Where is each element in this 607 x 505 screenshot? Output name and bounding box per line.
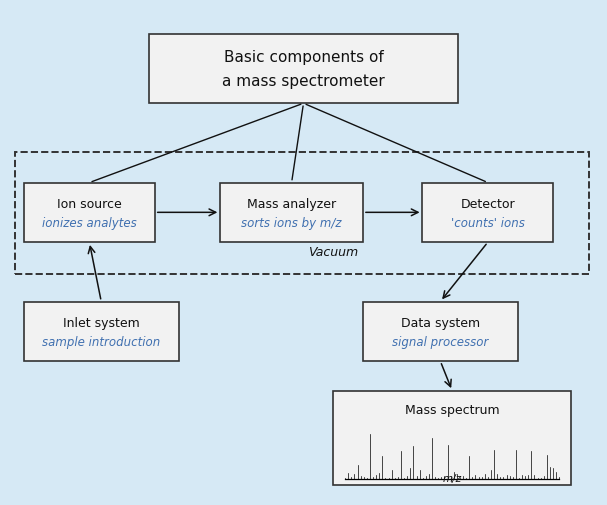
FancyBboxPatch shape	[24, 302, 178, 362]
FancyBboxPatch shape	[363, 302, 518, 362]
Text: Mass analyzer: Mass analyzer	[247, 197, 336, 211]
Text: Mass spectrum: Mass spectrum	[405, 403, 500, 417]
FancyBboxPatch shape	[24, 183, 155, 242]
Text: Data system: Data system	[401, 316, 480, 329]
Text: Basic components of: Basic components of	[223, 49, 384, 65]
Text: ionizes analytes: ionizes analytes	[42, 216, 137, 229]
FancyBboxPatch shape	[149, 35, 458, 104]
Text: Inlet system: Inlet system	[63, 316, 140, 329]
Text: 'counts' ions: 'counts' ions	[451, 216, 525, 229]
Text: a mass spectrometer: a mass spectrometer	[222, 74, 385, 89]
Text: sample introduction: sample introduction	[42, 335, 160, 348]
Text: signal processor: signal processor	[392, 335, 489, 348]
Text: m/z: m/z	[443, 473, 462, 483]
FancyBboxPatch shape	[333, 391, 571, 485]
Text: Ion source: Ion source	[57, 197, 122, 211]
Text: Detector: Detector	[461, 197, 515, 211]
Text: sorts ions by m/z: sorts ions by m/z	[242, 216, 342, 229]
FancyBboxPatch shape	[422, 183, 554, 242]
Text: Vacuum: Vacuum	[308, 245, 358, 259]
FancyBboxPatch shape	[220, 183, 363, 242]
